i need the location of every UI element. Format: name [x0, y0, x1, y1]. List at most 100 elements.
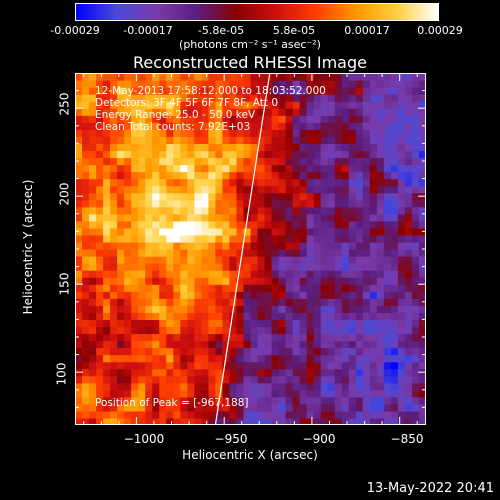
heatmap-cell: [187, 199, 195, 208]
heatmap-cell: [152, 263, 160, 271]
heatmap-cell: [194, 171, 202, 180]
heatmap-cell: [418, 389, 426, 398]
heatmap-cell: [131, 192, 139, 201]
heatmap-cell: [257, 199, 266, 208]
heatmap-cell: [306, 312, 315, 320]
heatmap-cell: [278, 389, 287, 398]
heatmap-cell: [292, 94, 301, 102]
heatmap-cell: [278, 115, 287, 123]
heatmap-cell: [117, 340, 125, 349]
heatmap-cell: [313, 410, 322, 419]
heatmap-cell: [131, 227, 139, 236]
heatmap-cell: [271, 347, 280, 356]
heatmap-cell: [264, 101, 273, 109]
heatmap-cell: [411, 157, 420, 166]
heatmap-cell: [320, 347, 329, 356]
heatmap-cell: [292, 389, 301, 398]
heatmap-cell: [208, 150, 216, 159]
heatmap-cell: [383, 227, 392, 236]
heatmap-cell: [264, 157, 273, 166]
heatmap-cell: [292, 277, 301, 285]
heatmap-cell: [117, 87, 125, 95]
heatmap-cell: [313, 249, 322, 257]
heatmap-cell: [313, 115, 322, 123]
heatmap-cell: [355, 108, 364, 116]
heatmap-cell: [229, 220, 238, 229]
heatmap-cell: [236, 347, 245, 356]
heatmap-cell: [404, 164, 413, 173]
heatmap-cell: [285, 185, 294, 194]
heatmap-cell: [110, 277, 118, 285]
heatmap-cell: [117, 178, 125, 187]
heatmap-cell: [404, 80, 413, 88]
heatmap-cell: [96, 227, 104, 236]
heatmap-cell: [299, 241, 308, 250]
heatmap-cell: [369, 382, 378, 391]
heatmap-cell: [117, 136, 125, 144]
heatmap-cell: [257, 157, 266, 166]
heatmap-cell: [376, 143, 385, 152]
heatmap-cell: [215, 326, 224, 335]
heatmap-cell: [110, 410, 118, 419]
heatmap-cell: [404, 234, 413, 243]
heatmap-cell: [418, 213, 426, 222]
heatmap-cell: [257, 234, 266, 243]
heatmap-cell: [285, 417, 294, 425]
heatmap-cell: [376, 326, 385, 335]
heatmap-cell: [243, 87, 252, 95]
heatmap-cell: [341, 305, 350, 313]
heatmap-cell: [285, 403, 294, 412]
heatmap-cell: [222, 249, 231, 257]
heatmap-cell: [341, 256, 350, 264]
heatmap-cell: [271, 108, 280, 116]
heatmap-cell: [89, 270, 97, 278]
heatmap-cell: [89, 206, 97, 215]
heatmap-cell: [131, 326, 139, 335]
heatmap-cell: [117, 375, 125, 384]
heatmap-cell: [285, 298, 294, 306]
heatmap-cell: [103, 185, 111, 194]
heatmap-cell: [397, 234, 406, 243]
heatmap-cell: [306, 122, 315, 130]
heatmap-cell: [411, 101, 420, 109]
heatmap-cell: [320, 136, 329, 144]
heatmap-cell: [222, 87, 231, 95]
heatmap-cell: [418, 396, 426, 405]
heatmap-cell: [257, 241, 266, 250]
heatmap-cell: [285, 256, 294, 264]
heatmap-cell: [187, 122, 195, 130]
heatmap-cell: [355, 333, 364, 342]
heatmap-cell: [299, 298, 308, 306]
heatmap-cell: [327, 185, 336, 194]
heatmap-cell: [194, 284, 202, 292]
heatmap-cell: [110, 171, 118, 180]
heatmap-cell: [124, 347, 132, 356]
heatmap-cell: [292, 410, 301, 419]
heatmap-cell: [306, 192, 315, 201]
heatmap-cell: [306, 220, 315, 229]
heatmap-cell: [369, 227, 378, 236]
heatmap-cell: [187, 410, 195, 419]
heatmap-cell: [215, 213, 224, 222]
heatmap-cell: [369, 270, 378, 278]
heatmap-cell: [257, 227, 266, 236]
heatmap-cell: [166, 284, 174, 292]
heatmap-cell: [320, 375, 329, 384]
heatmap-cell: [404, 417, 413, 425]
heatmap-cell: [306, 213, 315, 222]
heatmap-cell: [334, 403, 343, 412]
heatmap-cell: [208, 368, 216, 377]
heatmap-cell: [341, 340, 350, 349]
heatmap-cell: [194, 403, 202, 412]
heatmap-cell: [222, 115, 231, 123]
heatmap-cell: [201, 340, 209, 349]
heatmap-cell: [117, 298, 125, 306]
heatmap-cell: [138, 256, 146, 264]
heatmap-cell: [397, 263, 406, 271]
heatmap-cell: [75, 241, 83, 250]
heatmap-cell: [166, 150, 174, 159]
heatmap-cell: [257, 340, 266, 349]
heatmap-cell: [250, 277, 259, 285]
heatmap-cell: [194, 87, 202, 95]
heatmap-cell: [292, 326, 301, 335]
